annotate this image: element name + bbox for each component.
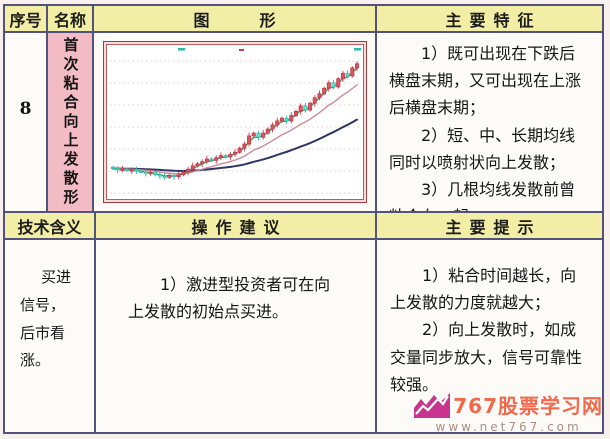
pattern-index: 8: [19, 99, 32, 119]
tips-cell: 1）粘合时间越长，向上发散的力度就越大； 2）向上发散时，如成交量同步放大，信号…: [377, 240, 602, 432]
watermark-site-name[interactable]: 767股票学习网: [453, 393, 603, 418]
tip-item: 2）向上发散时，如成交量同步放大，信号可靠性较强。: [390, 320, 583, 394]
feature-item: 2）短、中、长期均线同时以喷射状向上发散；: [389, 125, 576, 172]
feature-item: 1）既可出现在下跌后横盘末期，又可出现在上涨后横盘末期；: [389, 44, 582, 118]
table-bottom-section: 技术含义 操作建议 主要提示 买进信号，后市看涨。 1）激进型投资者可在向上发散…: [5, 213, 602, 432]
features-cell: 1）既可出现在下跌后横盘末期，又可出现在上涨后横盘末期； 2）短、中、长期均线同…: [377, 33, 602, 213]
header-advice: 操作建议: [96, 213, 377, 240]
header-index: 序号: [5, 6, 48, 33]
watermark: 767股票学习网 www.net767.com: [414, 393, 603, 433]
watermark-logo-icon: [414, 393, 451, 418]
header-tips: 主要提示: [377, 213, 602, 240]
meaning-text: 买进信号，后市看涨。: [20, 268, 72, 370]
candlestick-chart: [102, 41, 367, 203]
kline-chart-svg: [109, 48, 361, 194]
header-figure: 图形: [94, 6, 377, 33]
figure-cell: [94, 33, 377, 213]
advice-item: 1）激进型投资者可在向上发散的初始点买进。: [128, 275, 331, 322]
meaning-cell: 买进信号，后市看涨。: [5, 240, 96, 432]
pattern-name: 首次粘合向上发散形: [61, 36, 80, 208]
header-meaning: 技术含义: [5, 213, 96, 240]
advice-cell: 1）激进型投资者可在向上发散的初始点买进。: [96, 240, 377, 432]
header-features: 主要特征: [377, 6, 602, 33]
pattern-table: 序号 名称 图形 主要特征 8 首次粘合向上发散形 1）既可出现在下跌后横盘末期…: [3, 4, 604, 434]
table-top-section: 序号 名称 图形 主要特征 8 首次粘合向上发散形 1）既可出现在下跌后横盘末期…: [5, 6, 602, 213]
header-name: 名称: [48, 6, 94, 33]
feature-item: 3）几根均线发散前曾粘合在一起。: [389, 179, 576, 211]
pattern-index-cell: 8: [5, 33, 48, 213]
tip-item: 1）粘合时间越长，向上发散的力度就越大；: [390, 266, 577, 313]
pattern-name-cell: 首次粘合向上发散形: [48, 33, 94, 213]
watermark-url[interactable]: www.net767.com: [435, 420, 582, 434]
